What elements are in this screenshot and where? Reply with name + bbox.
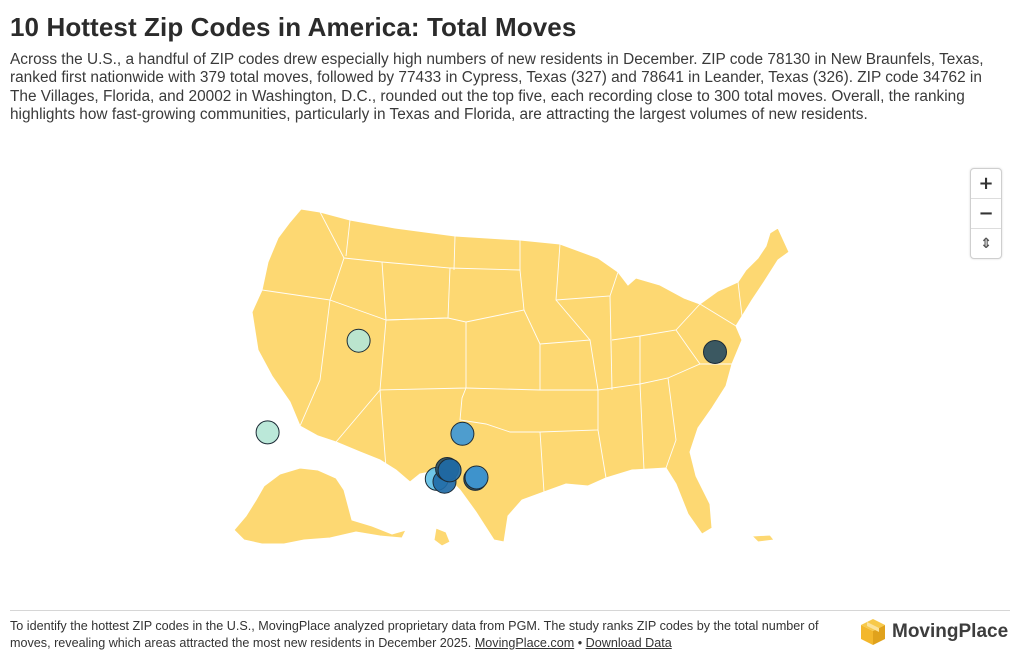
zip-bubble[interactable]	[464, 465, 489, 490]
footer-text: To identify the hottest ZIP codes in the…	[10, 619, 819, 650]
hawaii	[433, 527, 451, 547]
zip-bubble[interactable]	[255, 420, 280, 445]
box-icon	[861, 619, 885, 645]
map-bubbles	[255, 328, 727, 494]
description: Across the U.S., a handful of ZIP codes …	[10, 51, 984, 123]
footer: To identify the hottest ZIP codes in the…	[10, 618, 840, 652]
moving-place-logo[interactable]: MovingPlace	[860, 618, 1008, 646]
download-data-link[interactable]: Download Data	[585, 636, 672, 650]
zoom-out-button[interactable]: −	[971, 199, 1001, 229]
page-title: 10 Hottest Zip Codes in America: Total M…	[10, 12, 577, 42]
alaska	[233, 467, 407, 545]
zip-bubble[interactable]	[437, 458, 462, 483]
puerto-rico	[750, 534, 775, 543]
zoom-controls: + − ⇕	[970, 168, 1002, 259]
reset-north-button[interactable]: ⇕	[971, 229, 1001, 258]
map-area[interactable]	[0, 160, 1020, 600]
footer-divider	[10, 610, 1010, 611]
footer-separator: •	[577, 636, 583, 650]
zoom-in-button[interactable]: +	[971, 169, 1001, 199]
contiguous-us	[251, 208, 790, 543]
state-borders	[261, 211, 743, 493]
land	[233, 208, 790, 547]
zip-bubble[interactable]	[450, 421, 475, 446]
us-map[interactable]	[0, 160, 1020, 600]
logo-text: MovingPlace	[892, 621, 1009, 642]
zip-bubble[interactable]	[346, 328, 371, 353]
zip-bubble[interactable]	[703, 340, 727, 364]
compass-icon: ⇕	[980, 235, 992, 252]
moving-place-link[interactable]: MovingPlace.com	[474, 636, 575, 650]
